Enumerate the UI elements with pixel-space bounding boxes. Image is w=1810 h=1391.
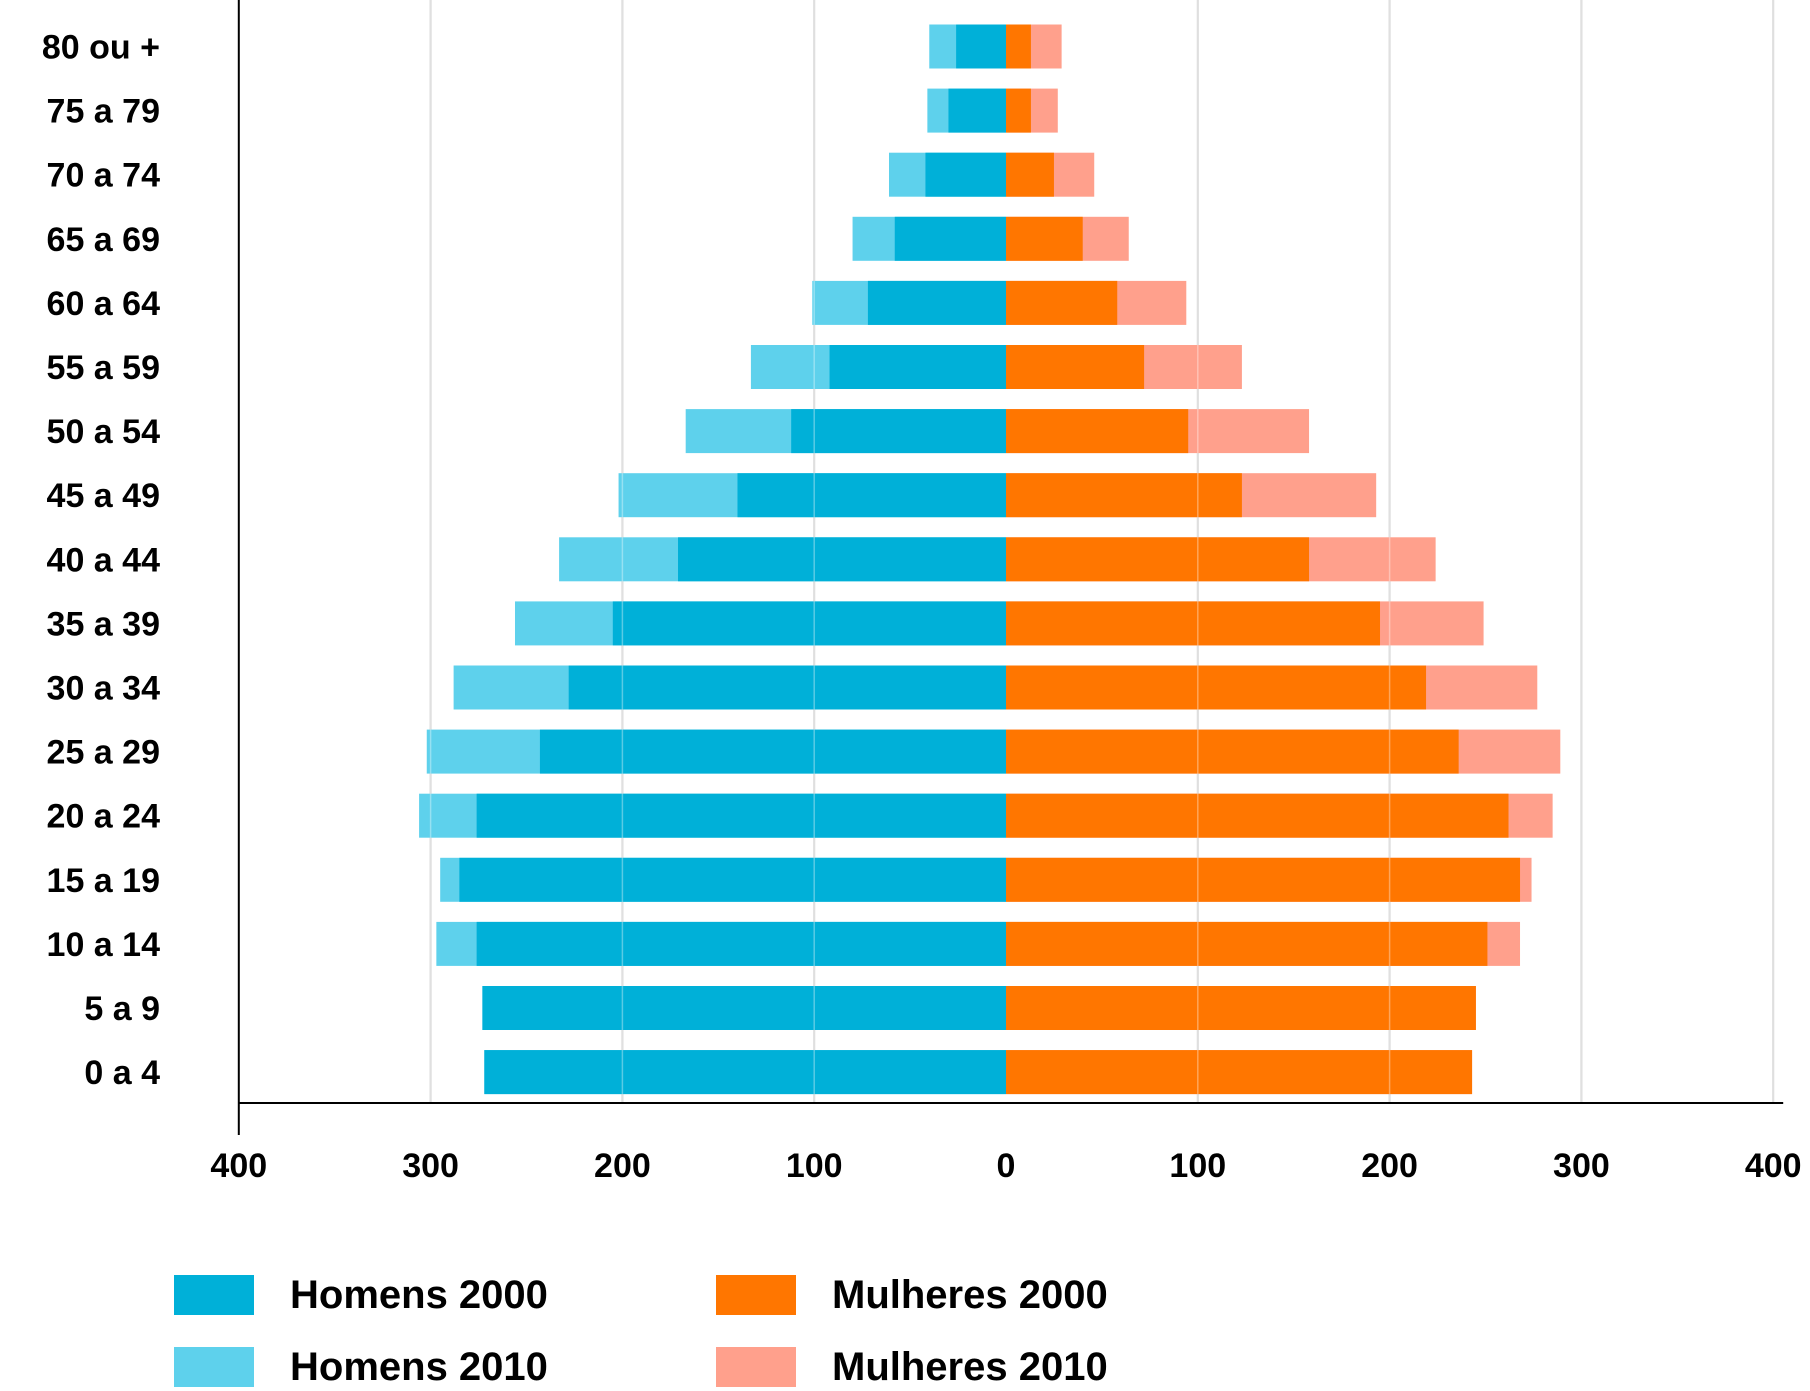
category-label-20-a-24: 20 a 24 — [47, 798, 161, 836]
category-label-75-a-79: 75 a 79 — [47, 93, 160, 131]
x-tick-label: 200 — [1361, 1147, 1418, 1185]
bar-mulheres-2000-0-a-4 — [1006, 1050, 1473, 1095]
bar-homens-2000-50-a-54 — [791, 409, 1006, 454]
legend-item-homens-2010: Homens 2010 — [174, 1344, 548, 1389]
bar-mulheres-2000-30-a-34 — [1006, 665, 1427, 710]
category-label-65-a-69: 65 a 69 — [47, 221, 160, 259]
legend-item-homens-2000: Homens 2000 — [174, 1272, 548, 1317]
bar-homens-2000-65-a-69 — [894, 216, 1006, 261]
bar-mulheres-2000-10-a-14 — [1006, 921, 1488, 966]
bar-mulheres-2000-75-a-79 — [1006, 88, 1031, 133]
category-label-50-a-54: 50 a 54 — [47, 413, 161, 451]
x-tick-label: 0 — [997, 1147, 1016, 1185]
legend-item-mulheres-2000: Mulheres 2000 — [716, 1272, 1108, 1317]
category-label-0-a-4: 0 a 4 — [84, 1054, 160, 1092]
bar-mulheres-2000-45-a-49 — [1006, 473, 1242, 518]
bar-homens-2000-15-a-19 — [459, 857, 1006, 902]
bar-homens-2000-45-a-49 — [737, 473, 1006, 518]
bar-homens-2000-20-a-24 — [476, 793, 1007, 838]
category-label-55-a-59: 55 a 59 — [47, 349, 160, 387]
bar-mulheres-2000-60-a-64 — [1006, 280, 1118, 325]
bar-homens-2000-75-a-79 — [948, 88, 1006, 133]
category-label-25-a-29: 25 a 29 — [47, 734, 160, 772]
bar-mulheres-2000-40-a-44 — [1006, 537, 1310, 582]
legend-label-homens-2000: Homens 2000 — [290, 1272, 548, 1317]
bar-homens-2000-55-a-59 — [829, 345, 1006, 389]
legend-swatch-homens-2000 — [174, 1275, 254, 1315]
bar-mulheres-2000-5-a-9 — [1006, 986, 1476, 1030]
bar-mulheres-2000-35-a-39 — [1006, 601, 1381, 646]
x-tick-label: 200 — [594, 1147, 651, 1185]
legend-label-homens-2010: Homens 2010 — [290, 1344, 548, 1389]
bar-mulheres-2000-15-a-19 — [1006, 857, 1521, 902]
legend-label-mulheres-2010: Mulheres 2010 — [832, 1344, 1108, 1389]
bar-homens-2000-10-a-14 — [476, 921, 1007, 966]
legend: Homens 2000 Homens 2010 Mulheres 2000 Mu… — [174, 1272, 1174, 1389]
bar-homens-2000-0-a-4 — [484, 1050, 1007, 1095]
bar-homens-2000-80-ou-plus — [956, 24, 1006, 69]
x-tick-label: 100 — [786, 1147, 843, 1185]
axes — [237, 0, 1784, 1135]
category-labels: 80 ou + 75 a 79 70 a 74 65 a 69 60 a 64 55 a … — [42, 29, 160, 1093]
category-label-45-a-49: 45 a 49 — [47, 477, 160, 515]
bar-homens-2000-40-a-44 — [678, 537, 1006, 582]
category-label-10-a-14: 10 a 14 — [47, 926, 161, 964]
category-label-15-a-19: 15 a 19 — [47, 862, 160, 900]
legend-label-mulheres-2000: Mulheres 2000 — [832, 1272, 1108, 1317]
bar-mulheres-2000-50-a-54 — [1006, 409, 1189, 454]
category-label-30-a-34: 30 a 34 — [47, 670, 161, 708]
bar-mulheres-2000-70-a-74 — [1006, 152, 1054, 197]
bar-homens-2000-5-a-9 — [482, 986, 1006, 1030]
category-label-80-ou-plus: 80 ou + — [42, 29, 160, 67]
bar-mulheres-2000-25-a-29 — [1006, 729, 1459, 774]
bar-mulheres-2000-80-ou-plus — [1006, 24, 1031, 69]
bar-homens-2000-30-a-34 — [568, 665, 1006, 710]
legend-item-mulheres-2010: Mulheres 2010 — [716, 1344, 1108, 1389]
category-label-5-a-9: 5 a 9 — [84, 990, 160, 1028]
category-label-35-a-39: 35 a 39 — [47, 605, 160, 643]
bar-homens-2000-25-a-29 — [539, 729, 1006, 774]
bar-mulheres-2000-55-a-59 — [1006, 345, 1145, 389]
bar-mulheres-2000-20-a-24 — [1006, 793, 1509, 838]
x-tick-label: 300 — [1553, 1147, 1610, 1185]
bar-homens-2000-70-a-74 — [925, 152, 1006, 197]
x-tick-label: 100 — [1169, 1147, 1226, 1185]
bar-homens-2000-60-a-64 — [867, 280, 1006, 325]
bars — [419, 0, 1774, 1103]
x-tick-label: 300 — [402, 1147, 459, 1185]
legend-swatch-mulheres-2000 — [716, 1275, 796, 1315]
bar-mulheres-2000-65-a-69 — [1006, 216, 1083, 261]
population-pyramid-chart: 80 ou + 75 a 79 70 a 74 65 a 69 60 a 64 55 a … — [42, 0, 1802, 1185]
x-tick-labels: 400 300 200 100 0 100 200 300 400 — [210, 1147, 1801, 1185]
x-tick-label: 400 — [1745, 1147, 1802, 1185]
category-label-40-a-44: 40 a 44 — [47, 541, 161, 579]
legend-swatch-mulheres-2010 — [716, 1347, 796, 1387]
x-tick-label: 400 — [210, 1147, 267, 1185]
legend-swatch-homens-2010 — [174, 1347, 254, 1387]
category-label-60-a-64: 60 a 64 — [47, 285, 161, 323]
bar-homens-2000-35-a-39 — [612, 601, 1006, 646]
category-label-70-a-74: 70 a 74 — [47, 157, 161, 195]
